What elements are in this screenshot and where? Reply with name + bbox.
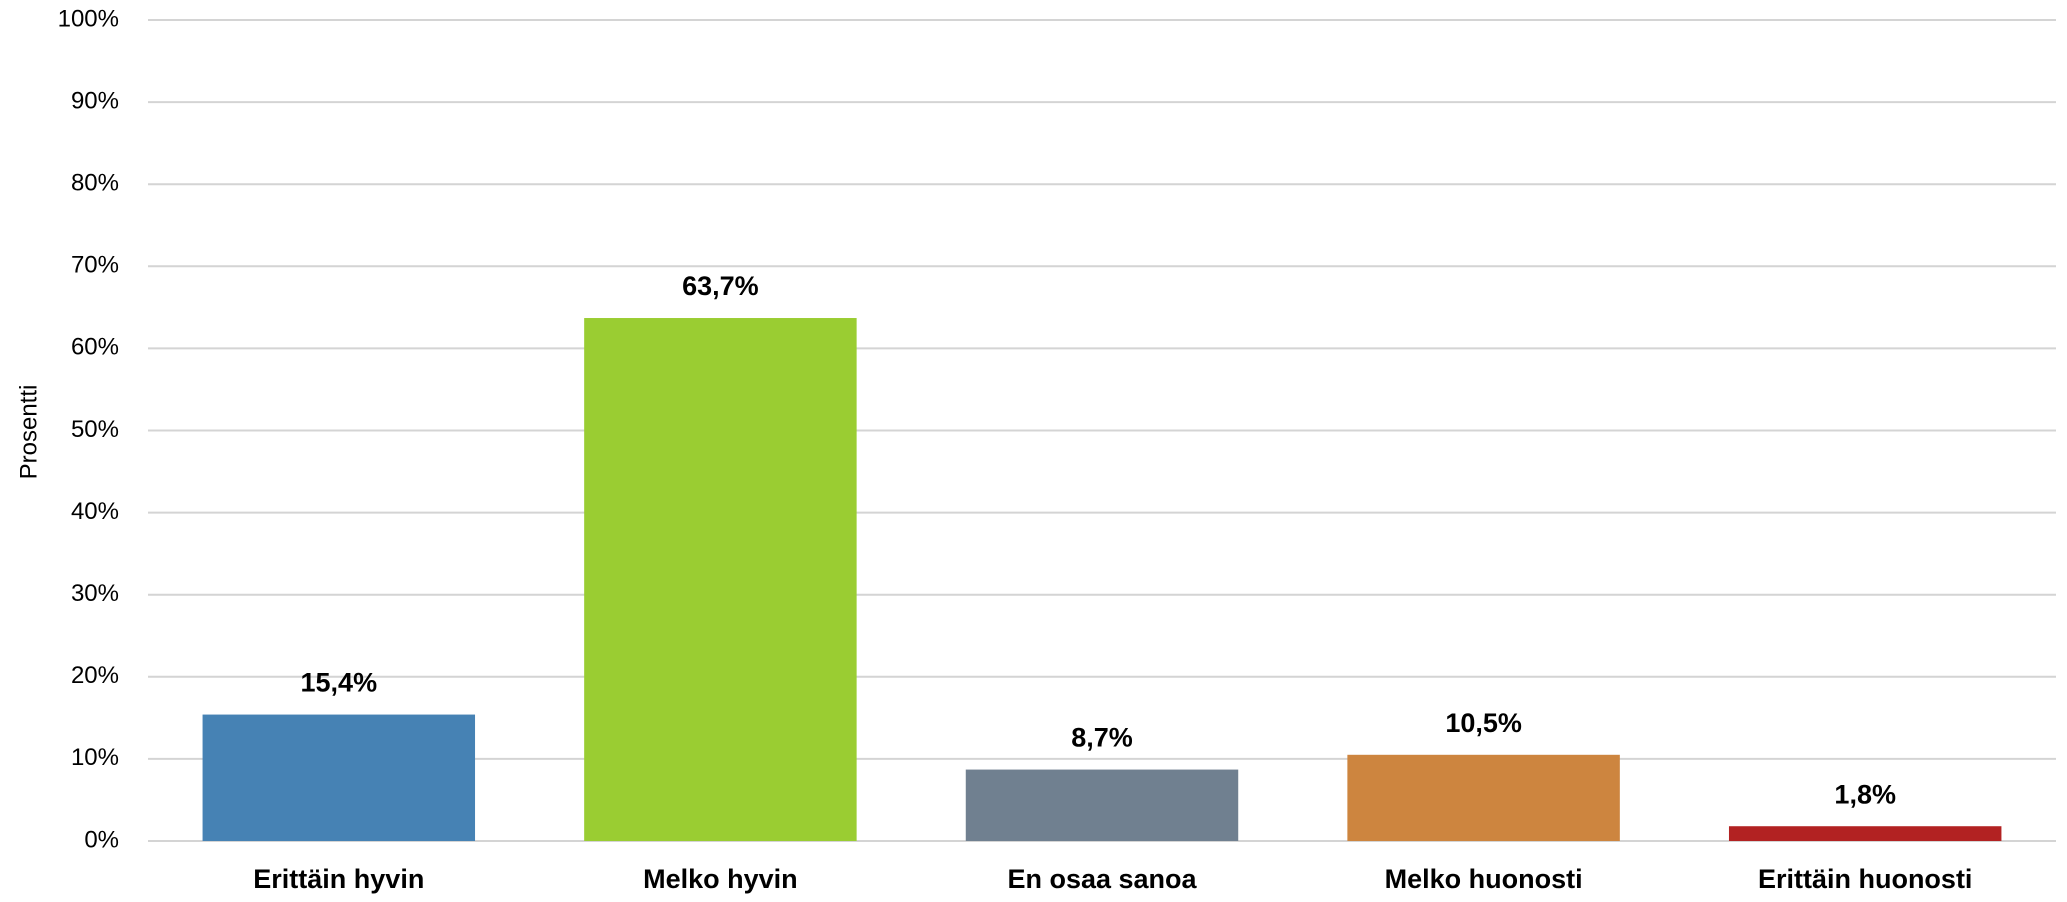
data-label: 15,4% [301, 668, 378, 698]
data-label: 10,5% [1445, 708, 1522, 738]
data-label: 8,7% [1071, 723, 1133, 753]
y-tick-label: 50% [71, 416, 119, 443]
y-tick-label: 90% [71, 87, 119, 114]
y-tick-label: 10% [71, 744, 119, 771]
y-tick-label: 60% [71, 334, 119, 361]
y-tick-label: 100% [58, 5, 119, 32]
data-label: 63,7% [682, 271, 759, 301]
x-tick-label: Erittäin huonosti [1758, 864, 1972, 894]
y-axis-title: Prosentti [15, 385, 42, 480]
bar [965, 769, 1239, 841]
bar [202, 714, 476, 841]
x-tick-label: Melko hyvin [643, 864, 798, 894]
y-tick-label: 80% [71, 170, 119, 197]
x-tick-label: Erittäin hyvin [253, 864, 424, 894]
y-tick-label: 30% [71, 580, 119, 607]
data-label: 1,8% [1834, 779, 1896, 809]
bar [1728, 826, 2002, 841]
x-tick-label: Melko huonosti [1385, 864, 1583, 894]
y-tick-label: 20% [71, 662, 119, 689]
y-tick-label: 40% [71, 498, 119, 525]
y-tick-label: 70% [71, 252, 119, 279]
bar [1347, 754, 1620, 841]
x-tick-label: En osaa sanoa [1007, 864, 1197, 894]
y-tick-label: 0% [84, 826, 119, 853]
bar [584, 318, 857, 841]
